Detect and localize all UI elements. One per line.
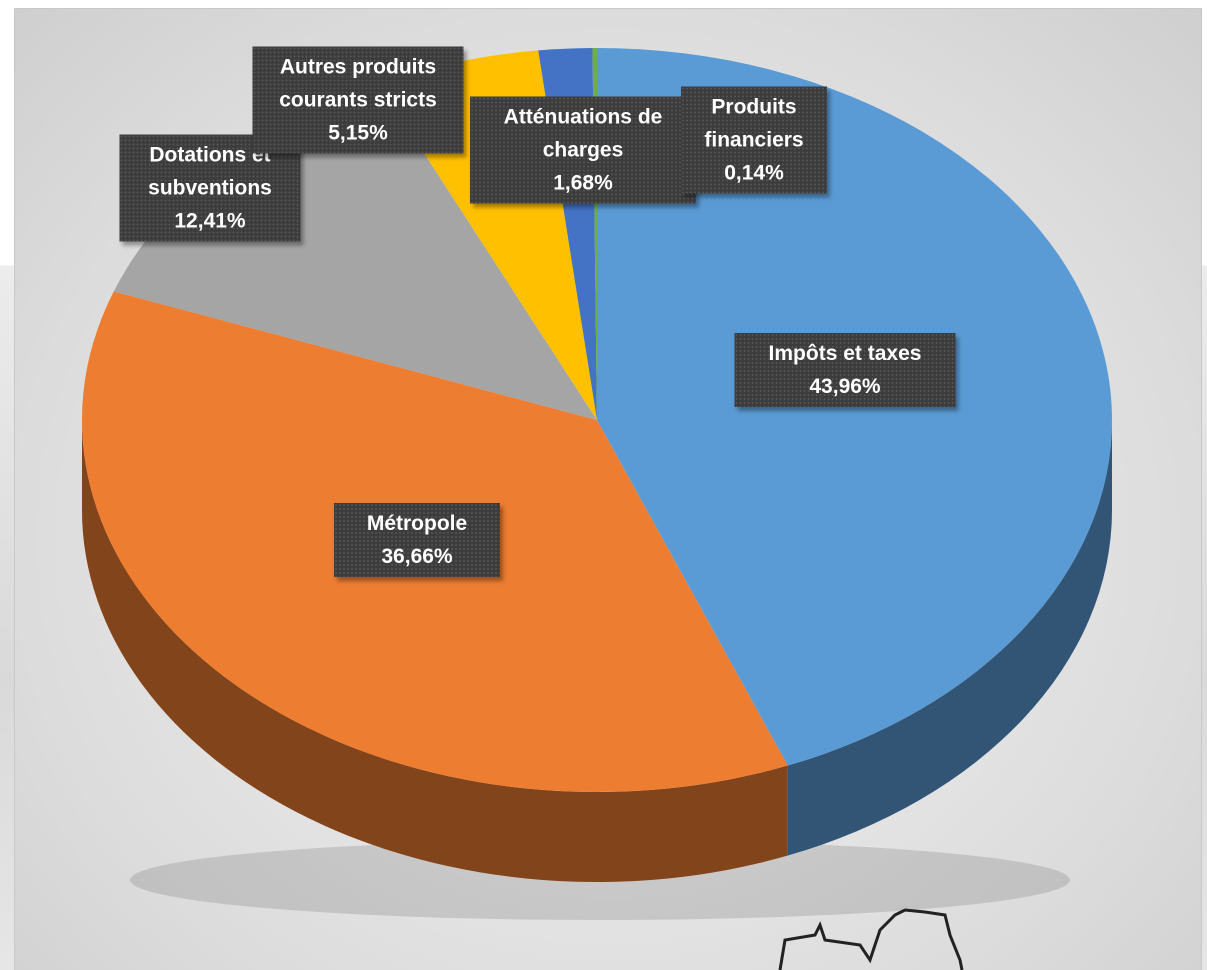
data-label: Atténuations de charges 1,68% bbox=[470, 96, 696, 204]
map-outline bbox=[778, 908, 964, 970]
data-label: Métropole 36,66% bbox=[334, 503, 500, 577]
label-name: Impôts et taxes bbox=[768, 342, 922, 365]
label-value: 12,41% bbox=[174, 209, 246, 233]
slice-side bbox=[787, 420, 1112, 856]
side-shade bbox=[82, 420, 788, 883]
label-name: Autres produits courants stricts bbox=[279, 55, 437, 112]
data-label: Impôts et taxes 43,96% bbox=[734, 333, 956, 407]
label-name: Atténuations de charges bbox=[503, 105, 663, 162]
label-value: 43,96% bbox=[809, 375, 881, 398]
label-value: 5,15% bbox=[328, 121, 388, 145]
label-name: Métropole bbox=[366, 512, 468, 535]
label-value: 0,14% bbox=[724, 161, 784, 185]
slice-side bbox=[82, 420, 788, 883]
data-label: Produits financiers 0,14% bbox=[681, 86, 827, 194]
label-value: 36,66% bbox=[381, 545, 453, 568]
side-shade bbox=[787, 420, 1112, 856]
data-label: Autres produits courants stricts 5,15% bbox=[252, 46, 464, 154]
label-name: Produits financiers bbox=[704, 95, 804, 152]
label-value: 1,68% bbox=[553, 171, 613, 195]
label-name: Dotations et subventions bbox=[148, 143, 272, 200]
